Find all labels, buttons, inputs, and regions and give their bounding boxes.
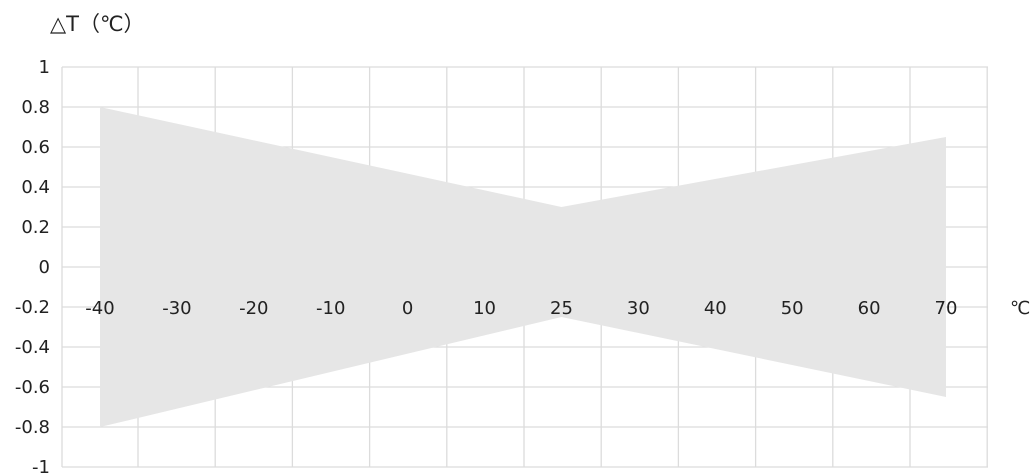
x-tick-label: -20 [239,298,268,319]
y-tick-label: 1 [39,57,50,78]
y-tick-label: 0.2 [21,217,50,238]
y-tick-label: -1 [32,457,50,473]
x-tick-label: -10 [316,298,345,319]
x-tick-label: 40 [704,298,727,319]
x-tick-label: 10 [473,298,496,319]
y-tick-label: -0.8 [15,417,50,438]
x-axis-unit: ℃ [1010,298,1030,319]
y-tick-label: 0 [39,257,50,278]
y-tick-label: 0.8 [21,97,50,118]
y-tick-label: -0.4 [15,337,50,358]
x-tick-label: 30 [627,298,650,319]
x-tick-label: 50 [781,298,804,319]
y-tick-label: -0.6 [15,377,50,398]
x-tick-label: 60 [858,298,881,319]
x-tick-label: 25 [550,298,573,319]
x-tick-label: -40 [85,298,114,319]
x-tick-labels: -40 -30 -20 -10 0 10 25 30 40 50 60 70 [85,298,957,319]
y-axis-title: △T（℃） [50,12,145,36]
y-tick-label: -0.2 [15,297,50,318]
x-tick-label: 0 [402,298,413,319]
tolerance-band-area [100,107,946,427]
x-tick-label: -30 [162,298,191,319]
y-tick-label: 0.6 [21,137,50,158]
y-tick-label: 0.4 [21,177,50,198]
y-tick-labels: 1 0.8 0.6 0.4 0.2 0 -0.2 -0.4 -0.6 -0.8 -1 [15,57,50,473]
x-tick-label: 70 [935,298,958,319]
